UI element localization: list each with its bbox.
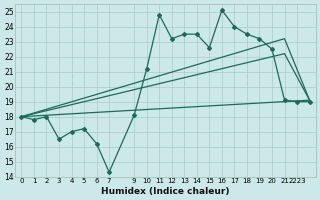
X-axis label: Humidex (Indice chaleur): Humidex (Indice chaleur): [101, 187, 230, 196]
